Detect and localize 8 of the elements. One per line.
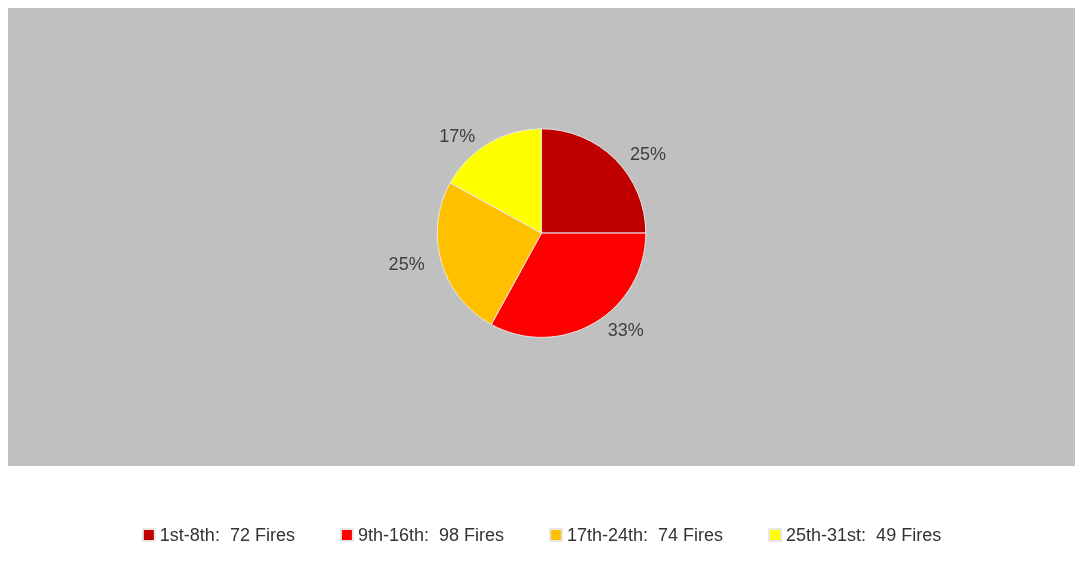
data-label: 17% <box>439 126 476 147</box>
data-label: 25% <box>629 143 666 164</box>
legend-label: 25th-31st: 49 Fires <box>786 525 942 545</box>
legend-label: 1st-8th: 72 Fires <box>159 525 295 545</box>
data-label: 25% <box>388 254 425 275</box>
legend-label: 9th-16th: 98 Fires <box>357 525 504 545</box>
data-label: 33% <box>607 319 644 340</box>
legend-label: 17th-24th: 74 Fires <box>566 525 724 545</box>
